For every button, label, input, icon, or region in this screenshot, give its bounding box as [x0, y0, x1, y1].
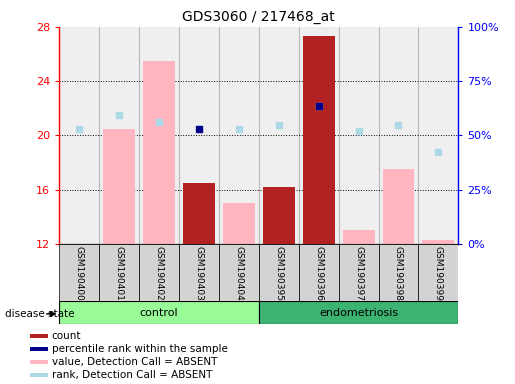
FancyBboxPatch shape	[339, 244, 379, 301]
Text: disease state: disease state	[5, 309, 75, 319]
FancyBboxPatch shape	[99, 244, 139, 301]
Text: GSM190399: GSM190399	[434, 246, 443, 301]
Bar	[303, 36, 335, 244]
Text: endometriosis: endometriosis	[319, 308, 398, 318]
Text: control: control	[140, 308, 178, 318]
Bar	[342, 230, 374, 244]
FancyBboxPatch shape	[379, 244, 418, 301]
FancyBboxPatch shape	[179, 244, 219, 301]
Bar	[383, 169, 415, 244]
Text: GSM190402: GSM190402	[154, 246, 163, 300]
Bar	[143, 61, 175, 244]
Text: percentile rank within the sample: percentile rank within the sample	[52, 344, 228, 354]
Bar	[263, 187, 295, 244]
Bar	[99, 27, 139, 244]
FancyBboxPatch shape	[139, 244, 179, 301]
Title: GDS3060 / 217468_at: GDS3060 / 217468_at	[182, 10, 335, 25]
FancyBboxPatch shape	[259, 244, 299, 301]
FancyBboxPatch shape	[59, 301, 259, 324]
Bar	[299, 27, 339, 244]
Bar	[263, 187, 295, 244]
Text: value, Detection Call = ABSENT: value, Detection Call = ABSENT	[52, 357, 217, 367]
FancyBboxPatch shape	[259, 301, 458, 324]
Bar	[59, 27, 99, 244]
Bar	[30, 334, 48, 338]
Text: GSM190396: GSM190396	[314, 246, 323, 301]
Text: GSM190400: GSM190400	[75, 246, 83, 300]
Bar	[379, 27, 418, 244]
Bar	[183, 183, 215, 244]
Bar	[179, 27, 219, 244]
Text: GSM190398: GSM190398	[394, 246, 403, 301]
FancyBboxPatch shape	[299, 244, 339, 301]
Bar	[30, 360, 48, 364]
Text: rank, Detection Call = ABSENT: rank, Detection Call = ABSENT	[52, 370, 212, 380]
Bar	[422, 240, 454, 244]
FancyBboxPatch shape	[59, 244, 99, 301]
Text: GSM190403: GSM190403	[195, 246, 203, 300]
Bar	[418, 27, 458, 244]
Bar	[30, 373, 48, 377]
Text: count: count	[52, 331, 81, 341]
Bar	[339, 27, 379, 244]
Text: GSM190397: GSM190397	[354, 246, 363, 301]
Text: GSM190395: GSM190395	[274, 246, 283, 301]
Bar	[219, 27, 259, 244]
FancyBboxPatch shape	[418, 244, 458, 301]
Bar	[223, 203, 255, 244]
Bar	[30, 347, 48, 351]
Bar	[139, 27, 179, 244]
Text: GSM190401: GSM190401	[115, 246, 124, 300]
FancyBboxPatch shape	[219, 244, 259, 301]
Bar	[103, 129, 135, 244]
Text: GSM190404: GSM190404	[234, 246, 243, 300]
Bar	[259, 27, 299, 244]
